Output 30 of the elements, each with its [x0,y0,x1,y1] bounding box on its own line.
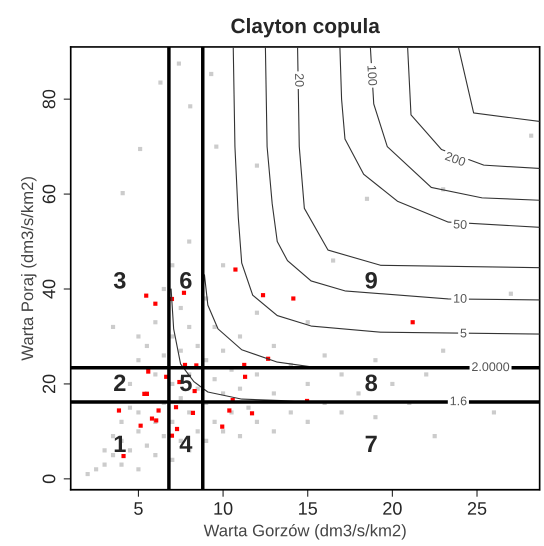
annotation: 5 [180,374,192,392]
x-axis-title: Warta Gorzów (dm3/s/km2) [204,524,406,540]
annotation: 2.0000 [472,362,510,372]
annotation: 8 [365,374,378,392]
x-tick-label: 20 [383,502,402,515]
annotation: 50 [453,220,467,230]
annotation: 1 [114,436,126,452]
x-tick-label: 10 [214,502,232,515]
x-tick-label: 25 [468,502,486,515]
chart-title: Clayton copula [231,18,380,38]
x-tick-label: 15 [299,502,318,515]
x-tick-label: 5 [134,502,143,515]
annotation: 4 [180,436,192,452]
y-tick-label: 60 [42,184,56,204]
y-tick-label: 40 [42,280,56,299]
annotation: 5 [460,328,466,338]
annotation: 7 [366,436,377,452]
annotation: 9 [365,272,377,289]
annotation: 10 [454,294,467,303]
y-tick-label: 20 [42,374,56,394]
annotation: 200 [444,151,466,167]
annotation: 100 [367,66,378,86]
y-axis-title: Warta Poraj (dm3/s/km2) [20,177,37,361]
annotation: 1.6 [450,396,467,406]
annotation: 6 [180,272,192,289]
y-tick-label: 0 [42,474,56,484]
annotation: 2 [114,374,126,391]
annotation: 20 [294,74,304,87]
annotation: 3 [114,272,126,289]
y-tick-label: 80 [42,90,56,108]
